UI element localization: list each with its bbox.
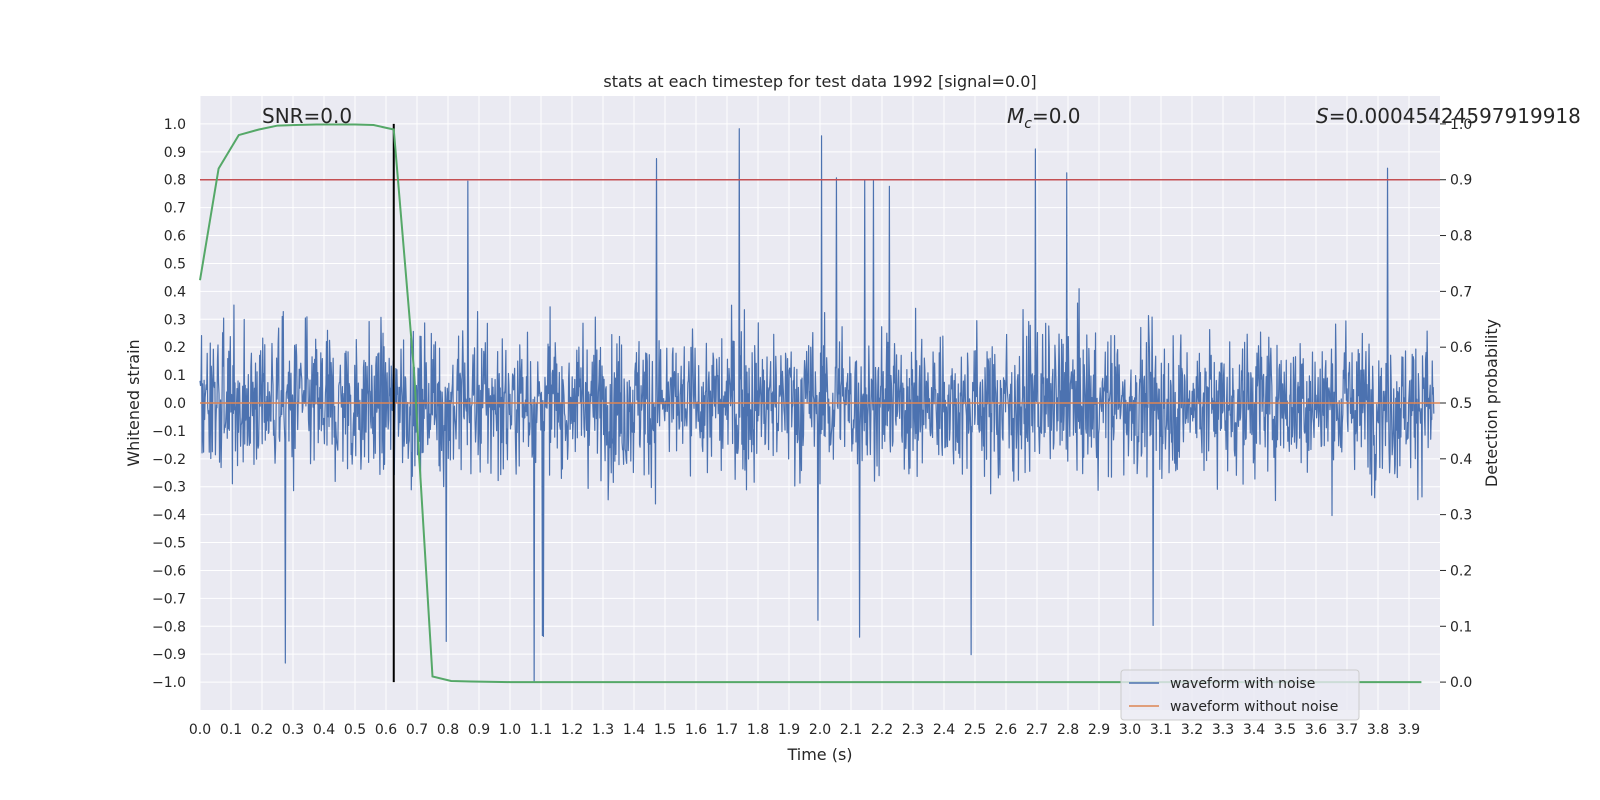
y2-tick-label: 0.1 bbox=[1450, 619, 1472, 635]
y2-tick-label: 1.0 bbox=[1450, 117, 1472, 133]
y2-tick-label: 0.9 bbox=[1450, 173, 1472, 189]
x-tick-label: 1.6 bbox=[685, 722, 707, 738]
y2-tick-labels: 1.0 0.9 0.8 0.7 0.6 0.5 0.4 0.3 0.2 0.1 0.0 bbox=[1440, 117, 1472, 691]
y2-tick-label: 0.7 bbox=[1450, 284, 1472, 300]
x-tick-label: 2.8 bbox=[1057, 722, 1079, 738]
x-tick-label: 0.1 bbox=[220, 722, 242, 738]
x-tick-label: 2.4 bbox=[933, 722, 955, 738]
x-tick-label: 3.1 bbox=[1150, 722, 1172, 738]
y-tick-label: −0.6 bbox=[152, 563, 186, 579]
mc-value: =0.0 bbox=[1032, 104, 1081, 128]
s-value: =0.00045424597919918 bbox=[1329, 104, 1581, 128]
y2-tick-label: 0.5 bbox=[1450, 396, 1472, 412]
noise-waveform-series bbox=[199, 128, 1435, 682]
y-tick-label: −0.3 bbox=[152, 480, 186, 496]
y-tick-label: −0.5 bbox=[152, 536, 186, 552]
y2-tick-label: 0.3 bbox=[1450, 508, 1472, 524]
x-tick-label: 3.9 bbox=[1398, 722, 1420, 738]
x-tick-label: 1.3 bbox=[592, 722, 614, 738]
x-tick-label: 3.4 bbox=[1243, 722, 1265, 738]
x-tick-label: 1.9 bbox=[778, 722, 800, 738]
mc-symbol: M bbox=[1007, 104, 1024, 128]
y2-tick-label: 0.0 bbox=[1450, 675, 1472, 691]
x-tick-label: 1.1 bbox=[530, 722, 552, 738]
y-tick-label: −0.2 bbox=[152, 452, 186, 468]
x-tick-label: 1.0 bbox=[499, 722, 521, 738]
y-tick-label: 0.6 bbox=[164, 229, 186, 245]
y-tick-label: 0.7 bbox=[164, 201, 186, 217]
y2-tick-label: 0.6 bbox=[1450, 340, 1472, 356]
x-axis-label: Time (s) bbox=[786, 745, 852, 764]
x-tick-label: 3.5 bbox=[1274, 722, 1296, 738]
x-tick-label: 3.6 bbox=[1305, 722, 1327, 738]
x-tick-label: 2.3 bbox=[902, 722, 924, 738]
y-tick-label: −0.8 bbox=[152, 619, 186, 635]
y-axis-label: Whitened strain bbox=[124, 339, 143, 466]
y-tick-label: 0.3 bbox=[164, 312, 186, 328]
x-tick-label: 0.7 bbox=[406, 722, 428, 738]
x-tick-label: 3.2 bbox=[1181, 722, 1203, 738]
chart-title: stats at each timestep for test data 199… bbox=[603, 72, 1036, 91]
x-tick-label: 2.1 bbox=[840, 722, 862, 738]
y2-axis-label: Detection probability bbox=[1482, 319, 1501, 487]
detection-probability-line bbox=[199, 123, 1422, 684]
x-tick-label: 0.9 bbox=[468, 722, 490, 738]
x-tick-label: 3.7 bbox=[1336, 722, 1358, 738]
legend-box bbox=[1120, 669, 1360, 721]
y-tick-label: −1.0 bbox=[152, 675, 186, 691]
x-tick-label: 0.2 bbox=[251, 722, 273, 738]
y-tick-label: 0.2 bbox=[164, 340, 186, 356]
y-tick-label: −0.4 bbox=[152, 508, 186, 524]
x-tick-label: 2.7 bbox=[1026, 722, 1048, 738]
s-annotation: S=0.00045424597919918 bbox=[1316, 104, 1581, 128]
x-tick-label: 0.6 bbox=[375, 722, 397, 738]
x-tick-label: 2.9 bbox=[1088, 722, 1110, 738]
y-tick-labels: 1.0 0.9 0.8 0.7 0.6 0.5 0.4 0.3 0.2 0.1 0.0 −0.1 −0.… bbox=[152, 117, 186, 691]
x-tick-label: 1.2 bbox=[561, 722, 583, 738]
y-tick-label: 0.8 bbox=[164, 173, 186, 189]
y-tick-label: 0.9 bbox=[164, 145, 186, 161]
legend-label-noise: waveform with noise bbox=[1170, 676, 1315, 692]
y-tick-label: 0.1 bbox=[164, 368, 186, 384]
x-tick-label: 2.0 bbox=[809, 722, 831, 738]
s-symbol: S bbox=[1316, 104, 1329, 128]
x-tick-label: 0.3 bbox=[282, 722, 304, 738]
legend: waveform with noise waveform without noi… bbox=[1120, 669, 1360, 721]
x-tick-label: 0.5 bbox=[344, 722, 366, 738]
x-tick-label: 1.5 bbox=[654, 722, 676, 738]
y2-tick-label: 0.4 bbox=[1450, 452, 1472, 468]
y-tick-label: −0.9 bbox=[152, 647, 186, 663]
x-tick-label: 1.4 bbox=[623, 722, 645, 738]
y2-tick-label: 0.2 bbox=[1450, 563, 1472, 579]
y-tick-label: 0.0 bbox=[164, 396, 186, 412]
y2-tick-label: 0.8 bbox=[1450, 229, 1472, 245]
x-tick-label: 2.6 bbox=[995, 722, 1017, 738]
legend-label-clean: waveform without noise bbox=[1170, 699, 1338, 715]
x-tick-label: 1.8 bbox=[747, 722, 769, 738]
x-tick-labels: 0.0 0.1 0.2 0.3 0.4 0.5 0.6 0.7 0.8 0.9 1.0 1.1 1.2 1… bbox=[189, 722, 1420, 738]
y-tick-label: −0.7 bbox=[152, 591, 186, 607]
x-tick-label: 0.8 bbox=[437, 722, 459, 738]
x-tick-label: 1.7 bbox=[716, 722, 738, 738]
y-tick-label: 1.0 bbox=[164, 117, 186, 133]
y-tick-label: 0.5 bbox=[164, 256, 186, 272]
x-tick-label: 0.4 bbox=[313, 722, 335, 738]
mc-subscript: c bbox=[1024, 116, 1032, 132]
x-tick-label: 3.0 bbox=[1119, 722, 1141, 738]
mc-annotation: Mc=0.0 bbox=[1007, 104, 1081, 132]
x-tick-label: 3.8 bbox=[1367, 722, 1389, 738]
x-tick-label: 0.0 bbox=[189, 722, 211, 738]
y-tick-label: 0.4 bbox=[164, 284, 186, 300]
snr-annotation: SNR=0.0 bbox=[262, 104, 352, 128]
y-tick-label: −0.1 bbox=[152, 424, 186, 440]
noise-waveform-line bbox=[199, 128, 1435, 682]
x-tick-label: 2.2 bbox=[871, 722, 893, 738]
x-tick-label: 3.3 bbox=[1212, 722, 1234, 738]
x-tick-label: 2.5 bbox=[964, 722, 986, 738]
